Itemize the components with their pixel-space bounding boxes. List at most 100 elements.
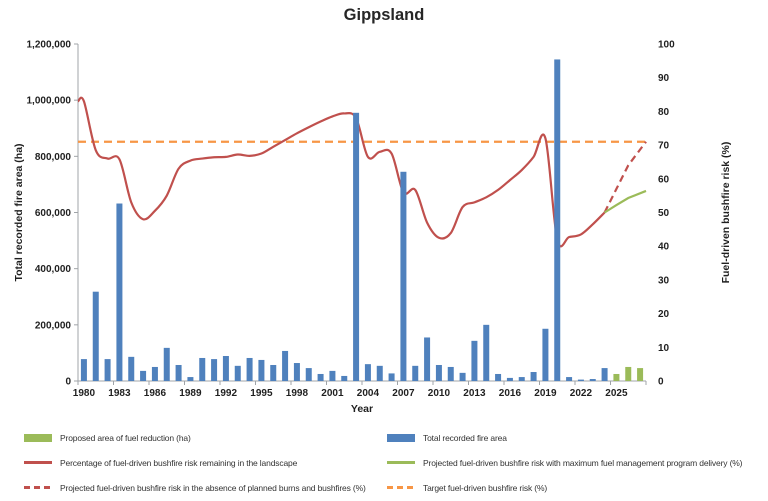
total-fire-area-swatch: [387, 433, 415, 442]
fire-area-bar-1992: [222, 356, 229, 381]
projected-max-program-line: [603, 189, 647, 214]
right-axis-tick-label: 40: [658, 242, 670, 253]
x-axis-tick-label: 1992: [215, 388, 238, 399]
fire-area-bar-2001: [329, 370, 336, 381]
x-axis-tick-label: 1983: [108, 388, 131, 399]
fire-area-bar-2024: [601, 368, 608, 381]
fire-area-bar-1995: [258, 359, 265, 381]
fire-area-bar-2023: [589, 379, 596, 381]
left-axis-tick-label: 600,000: [35, 208, 72, 219]
fire-area-bar-1987: [163, 347, 170, 381]
legend-column-left: Proposed area of fuel reduction (ha) Per…: [24, 425, 396, 500]
legend-item: Target fuel-driven bushfire risk (%): [387, 475, 759, 500]
fire-area-bar-2005: [376, 365, 383, 381]
right-axis-tick-label: 100: [658, 40, 675, 51]
fire-area-bar-2016: [506, 377, 513, 381]
fire-area-bar-1994: [246, 357, 253, 381]
fire-area-bar-2022: [577, 379, 584, 381]
fire-area-bar-2008: [412, 365, 419, 381]
right-axis-tick-label: 60: [658, 174, 670, 185]
projected-no-burns-line: [603, 141, 647, 213]
right-axis-tick-label: 50: [658, 208, 670, 219]
fire-area-bar-1997: [282, 350, 289, 381]
proposed-fuel-reduction-swatch: [24, 433, 52, 442]
fire-area-bar-1984: [128, 356, 135, 381]
legend-label: Projected fuel-driven bushfire risk in t…: [60, 482, 366, 493]
fire-area-bar-2011: [447, 366, 454, 381]
legend-item: Proposed area of fuel reduction (ha): [24, 425, 396, 450]
proposed-reduction-bar-2027: [637, 368, 644, 381]
fire-area-bar-2010: [435, 364, 442, 381]
fire-area-bar-1980: [80, 359, 87, 381]
legend-item: Total recorded fire area: [387, 425, 759, 450]
x-axis-tick-label: 2007: [392, 388, 415, 399]
projected-no-burns-line-swatch: [24, 486, 52, 489]
fire-area-bar-1986: [151, 366, 158, 381]
fire-area-bar-2018: [530, 372, 537, 381]
left-axis-tick-label: 400,000: [35, 264, 72, 275]
fire-area-bar-1985: [140, 370, 147, 381]
projected-max-program-line-swatch: [387, 461, 415, 464]
fire-area-bar-2021: [566, 377, 573, 381]
fire-area-bar-2012: [459, 372, 466, 381]
fire-area-bar-1998: [293, 363, 300, 381]
target-risk-line-swatch: [387, 486, 415, 489]
fire-area-bar-1991: [211, 359, 218, 381]
legend-label: Percentage of fuel-driven bushfire risk …: [60, 457, 298, 468]
fire-area-bar-1989: [187, 377, 194, 381]
left-axis-tick-label: 1,200,000: [27, 40, 72, 51]
legend-label: Proposed area of fuel reduction (ha): [60, 432, 191, 443]
x-axis-tick-label: 2025: [605, 388, 628, 399]
fire-area-bar-2006: [388, 373, 395, 381]
fire-area-bar-1996: [270, 364, 277, 381]
x-axis-tick-label: 2022: [570, 388, 593, 399]
fire-area-bar-2004: [364, 364, 371, 381]
right-axis-tick-label: 20: [658, 309, 670, 320]
right-axis-tick-label: 90: [658, 73, 670, 84]
fire-area-bar-2013: [471, 340, 478, 381]
fire-area-bar-1993: [234, 365, 241, 381]
left-axis-tick-label: 800,000: [35, 152, 72, 163]
fire-area-bar-2000: [317, 373, 324, 381]
proposed-reduction-bar-2026: [625, 366, 632, 381]
proposed-reduction-bar-2025: [613, 373, 620, 381]
fire-area-bar-2014: [483, 324, 490, 381]
fire-area-bar-2017: [518, 377, 525, 381]
x-axis-tick-label: 1995: [250, 388, 273, 399]
x-axis-title: Year: [351, 403, 373, 415]
right-axis-tick-label: 30: [658, 275, 670, 286]
legend-item: Projected fuel-driven bushfire risk with…: [387, 450, 759, 475]
x-axis-tick-label: 1980: [73, 388, 96, 399]
fire-area-bar-2009: [424, 337, 431, 381]
fire-area-bar-2019: [542, 328, 549, 381]
left-axis-tick-label: 0: [65, 377, 71, 388]
x-axis-tick-label: 2019: [534, 388, 557, 399]
right-axis-tick-label: 70: [658, 141, 670, 152]
x-axis-tick-label: 1986: [144, 388, 167, 399]
x-axis-tick-label: 2001: [321, 388, 344, 399]
left-axis-title: Total recorded fire area (ha): [13, 143, 25, 281]
fire-area-bar-2015: [495, 373, 502, 381]
fire-area-bar-2020: [554, 59, 561, 382]
fire-area-bar-2007: [400, 171, 407, 381]
legend-column-right: Total recorded fire area Projected fuel-…: [387, 425, 759, 500]
fire-area-bar-1990: [199, 357, 206, 381]
fire-area-bar-2003: [353, 112, 360, 381]
x-axis-tick-label: 2016: [499, 388, 522, 399]
x-axis-tick-label: 2010: [428, 388, 451, 399]
legend-label: Target fuel-driven bushfire risk (%): [423, 482, 548, 493]
right-axis-tick-label: 80: [658, 107, 670, 118]
right-axis-tick-label: 10: [658, 343, 670, 354]
risk-remaining-line: [76, 96, 606, 248]
plot-area: 0 200,000 400,000 600,000 800,000 1,000,000 1,…: [13, 40, 732, 416]
fire-area-bar-1999: [305, 368, 312, 381]
risk-remaining-line-swatch: [24, 461, 52, 464]
legend-item: Percentage of fuel-driven bushfire risk …: [24, 450, 396, 475]
fire-area-bar-1983: [116, 203, 123, 381]
fire-area-bar-1981: [92, 291, 99, 381]
chart-title: Gippsland: [343, 6, 425, 24]
right-axis-tick-label: 0: [658, 377, 664, 388]
legend-item: Projected fuel-driven bushfire risk in t…: [24, 475, 396, 500]
x-axis-tick-label: 1998: [286, 388, 309, 399]
